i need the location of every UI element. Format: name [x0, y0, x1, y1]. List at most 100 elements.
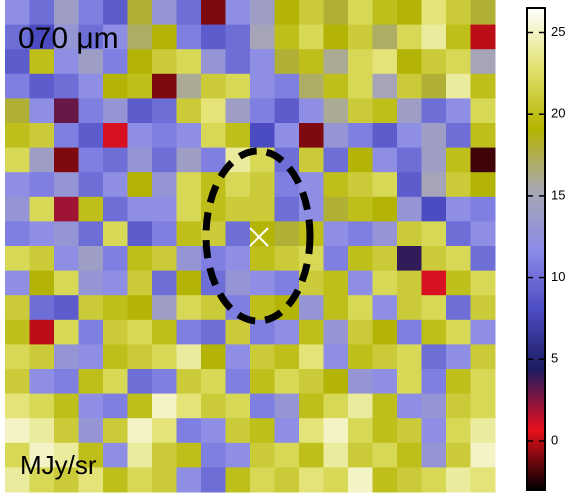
cell [201, 393, 226, 419]
cell [29, 442, 55, 468]
cell [152, 49, 177, 75]
cell [323, 319, 349, 345]
cell [152, 0, 177, 26]
cell [372, 246, 398, 272]
cell [250, 24, 275, 50]
cell [446, 196, 471, 222]
cell [5, 196, 30, 222]
cell [274, 369, 300, 395]
cell [29, 147, 55, 173]
cell [152, 221, 177, 247]
cell [152, 24, 177, 50]
cell [372, 442, 398, 468]
cell [421, 467, 447, 493]
cell [299, 393, 324, 419]
cell [5, 0, 30, 26]
cell [5, 221, 30, 247]
cell [176, 73, 202, 99]
cell [470, 196, 496, 222]
cell [225, 344, 251, 370]
cell [127, 123, 153, 149]
cell [127, 418, 153, 444]
cell [397, 49, 422, 75]
cell [274, 467, 300, 493]
cell [323, 393, 349, 419]
cell [250, 98, 275, 124]
cell [152, 393, 177, 419]
cell [78, 442, 104, 468]
cell [372, 295, 398, 321]
cell [299, 467, 324, 493]
cell [127, 369, 153, 395]
cell [323, 49, 349, 75]
cell [348, 49, 373, 75]
cell [103, 172, 128, 198]
cell [470, 24, 496, 50]
cell [372, 196, 398, 222]
cell [201, 319, 226, 345]
cell [299, 147, 324, 173]
cell [201, 98, 226, 124]
cell [421, 73, 447, 99]
cell [372, 73, 398, 99]
unit-label: MJy/sr [20, 450, 97, 480]
cell [421, 270, 447, 296]
cell [127, 196, 153, 222]
cell [470, 246, 496, 272]
cell [470, 393, 496, 419]
cell [54, 123, 79, 149]
cell [29, 49, 55, 75]
cell [5, 147, 30, 173]
cell [470, 123, 496, 149]
cell [152, 123, 177, 149]
cell [348, 319, 373, 345]
cell [323, 295, 349, 321]
cell [54, 73, 79, 99]
cell [225, 393, 251, 419]
cell [225, 369, 251, 395]
cell [274, 196, 300, 222]
cell [397, 73, 422, 99]
cell [5, 319, 30, 345]
cell [78, 467, 104, 493]
cell [127, 442, 153, 468]
cell [225, 467, 251, 493]
cell [470, 147, 496, 173]
cell [176, 295, 202, 321]
cell [274, 98, 300, 124]
cell [5, 442, 30, 468]
cell [54, 221, 79, 247]
cell [299, 0, 324, 26]
cell [348, 246, 373, 272]
cell [78, 98, 104, 124]
cell [201, 0, 226, 26]
cell [225, 0, 251, 26]
cell [446, 344, 471, 370]
colorbar-tick-label: 5 [551, 351, 558, 366]
cell [397, 467, 422, 493]
cell [397, 319, 422, 345]
cell [176, 467, 202, 493]
cell [225, 442, 251, 468]
cell [127, 344, 153, 370]
cell [372, 418, 398, 444]
cell [250, 369, 275, 395]
cell [78, 369, 104, 395]
cell [78, 270, 104, 296]
colorbar-tick-label: 25 [551, 24, 565, 39]
cell [470, 73, 496, 99]
cell [127, 0, 153, 26]
cell [78, 147, 104, 173]
cell [250, 270, 275, 296]
cell [397, 369, 422, 395]
cell [176, 319, 202, 345]
cell [421, 49, 447, 75]
cell [201, 369, 226, 395]
cell [372, 0, 398, 26]
cell [299, 442, 324, 468]
cell [103, 442, 128, 468]
cell [176, 369, 202, 395]
cell [225, 196, 251, 222]
cell [348, 418, 373, 444]
